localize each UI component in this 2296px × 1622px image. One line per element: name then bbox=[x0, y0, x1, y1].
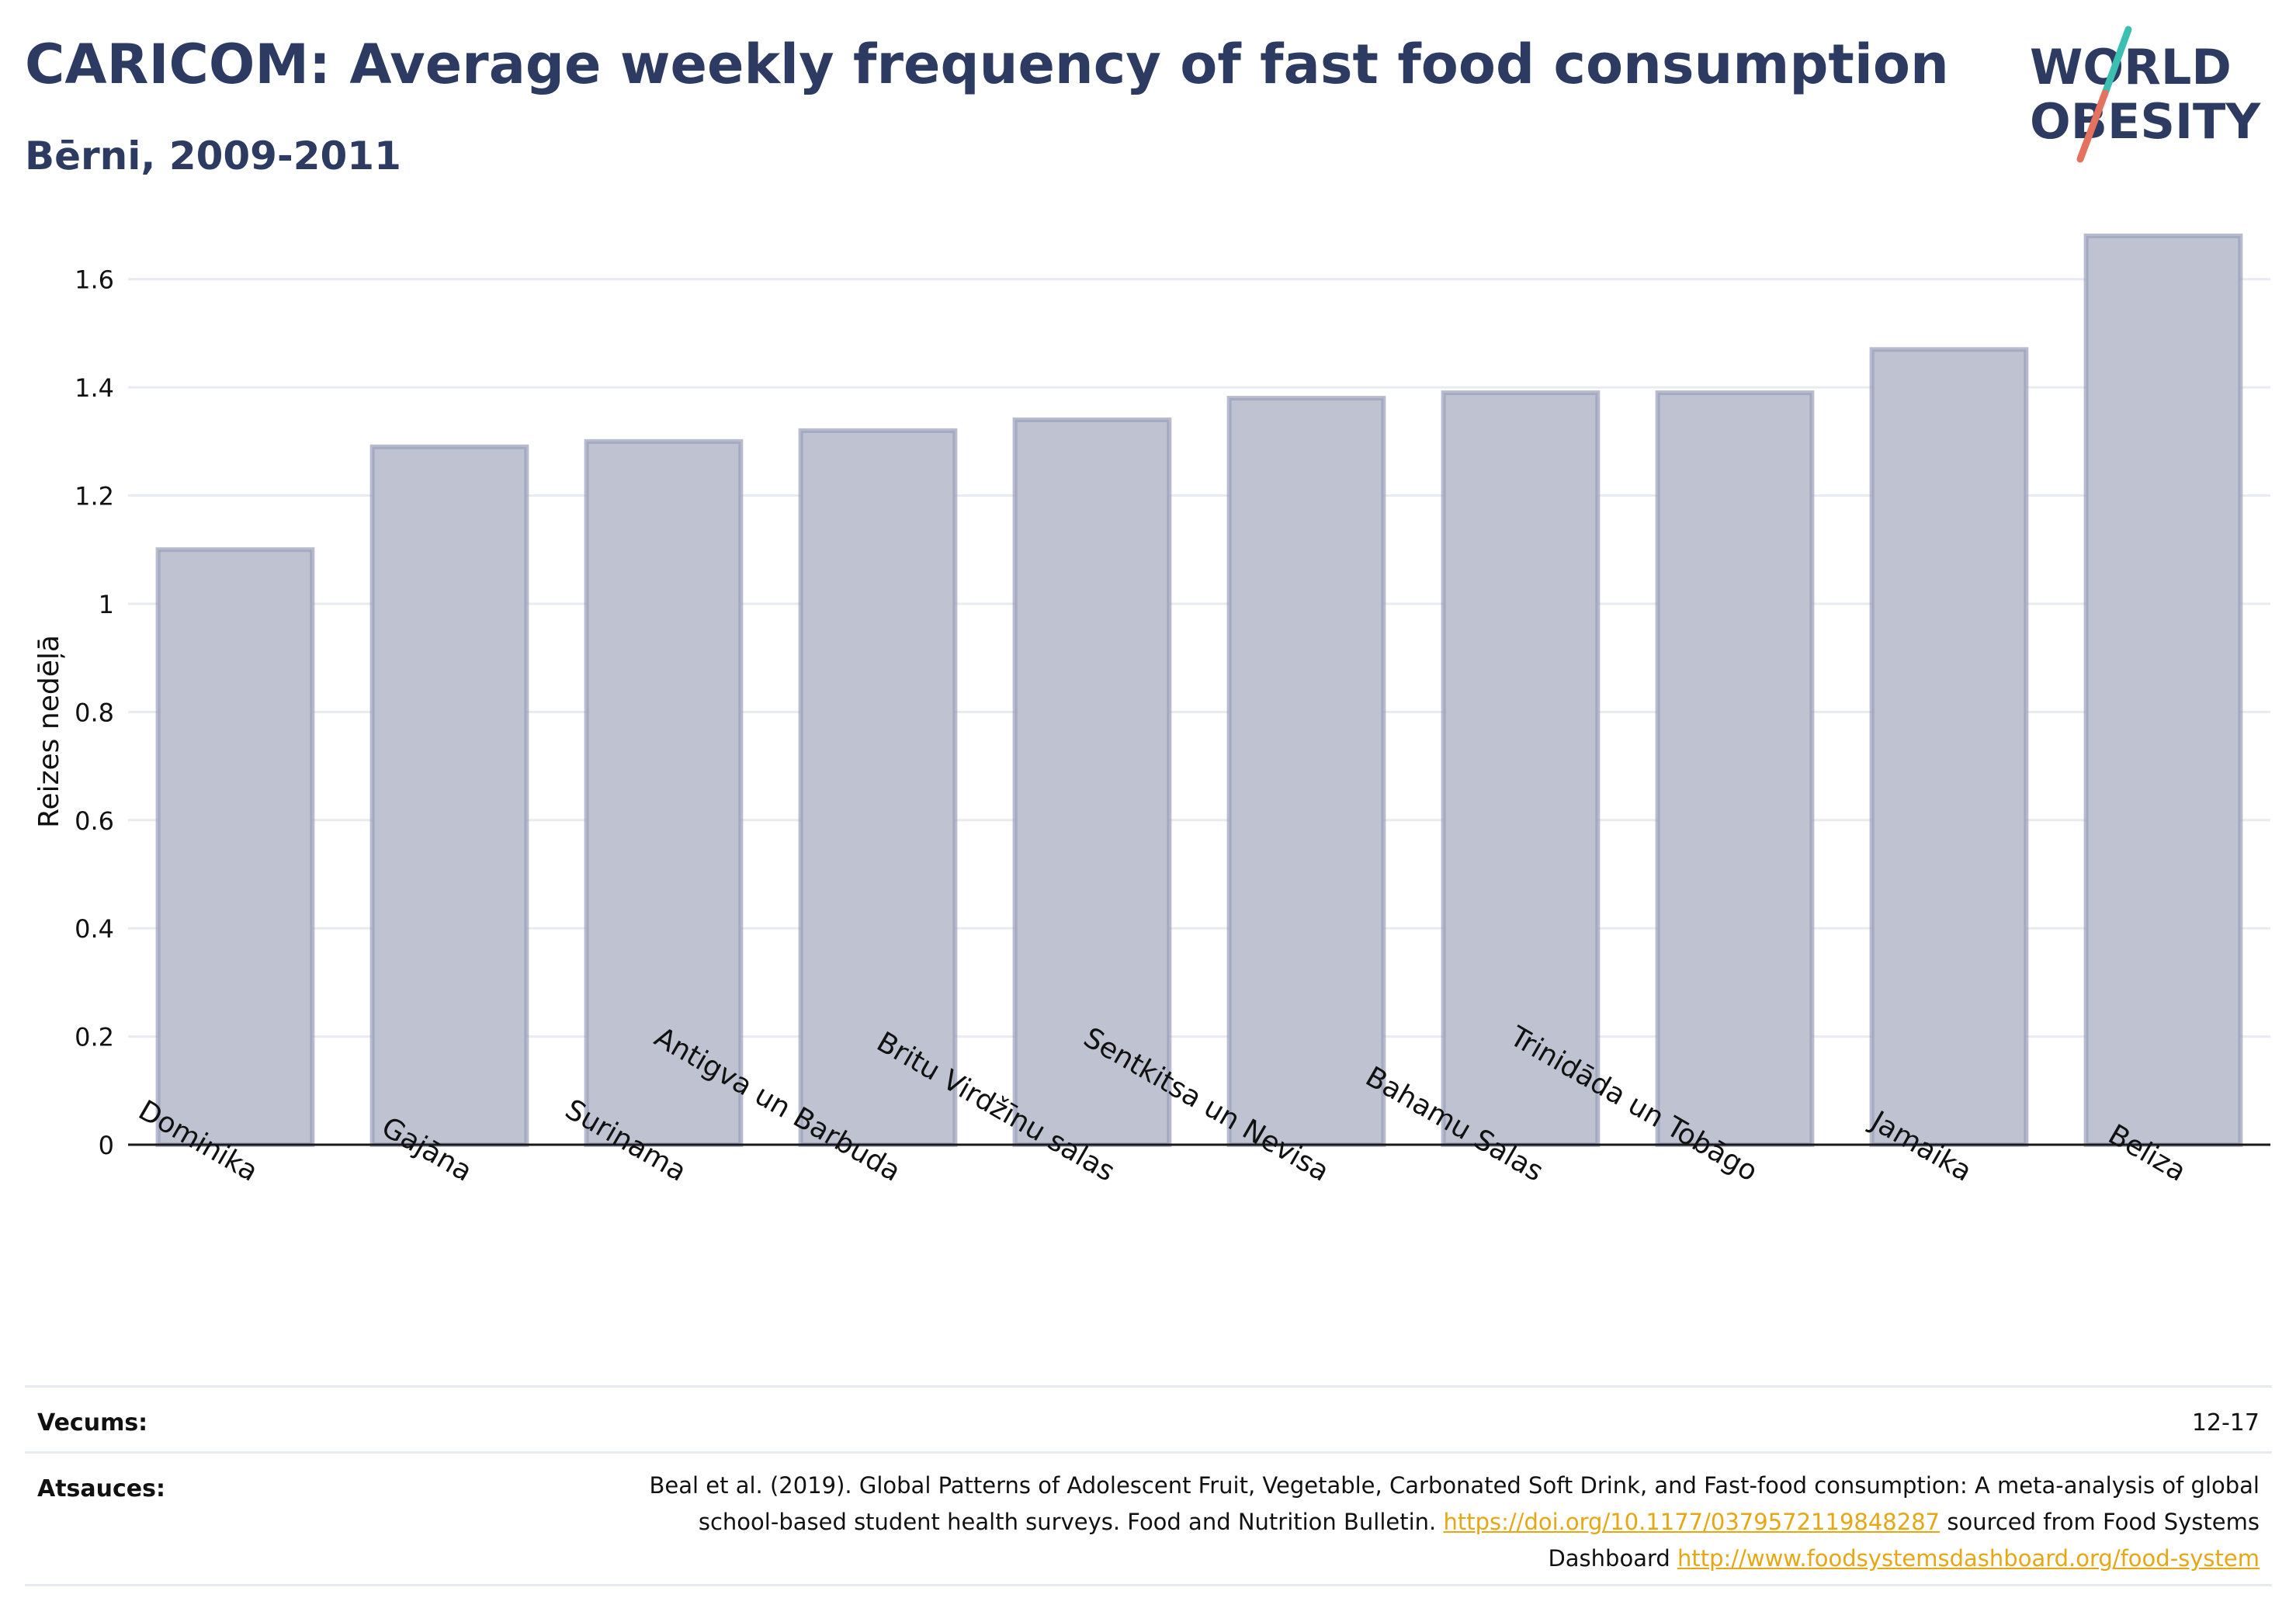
y-tick-label: 0.4 bbox=[75, 914, 114, 944]
source-text-part-2: sourced from Food Systems Dashboard bbox=[1548, 1509, 2260, 1572]
source-text: Beal et al. (2019). Global Patterns of A… bbox=[583, 1468, 2260, 1577]
logo-slash-coral bbox=[2076, 89, 2109, 163]
footer-table: Vecums: 12-17 Atsauces: Beal et al. (201… bbox=[25, 1385, 2272, 1586]
chart-subtitle: Bērni, 2009-2011 bbox=[25, 133, 401, 178]
doi-link[interactable]: https://doi.org/10.1177/0379572119848287 bbox=[1443, 1509, 1941, 1535]
bars bbox=[155, 233, 2243, 1148]
logo-slash-teal bbox=[2101, 26, 2132, 97]
bar bbox=[1441, 390, 1601, 1147]
y-axis-label: Reizes nedēļā bbox=[33, 635, 65, 828]
logo-text-world: WORLD bbox=[2030, 39, 2232, 95]
y-tick-label: 1 bbox=[99, 590, 114, 619]
age-value: 12-17 bbox=[2191, 1409, 2260, 1437]
bar bbox=[798, 428, 958, 1147]
y-tick-label: 1.2 bbox=[75, 482, 114, 511]
logo-text-obesity: OBESITY bbox=[2030, 93, 2261, 150]
footer-age-row: Vecums: 12-17 bbox=[25, 1385, 2272, 1451]
bar-chart: 00.20.40.60.811.21.41.6 Dominika Gajāna Su… bbox=[33, 233, 2270, 1188]
world-obesity-logo: WORLD OBESITY bbox=[2030, 26, 2261, 163]
bar bbox=[1869, 347, 2029, 1148]
bar bbox=[1655, 390, 1815, 1147]
y-axis-ticks: 0 0.2 0.4 0.6 0.8 1 1.2 1.4 1.6 bbox=[75, 265, 114, 1160]
age-label: Vecums: bbox=[37, 1409, 148, 1437]
footer-source-row: Atsauces: Beal et al. (2019). Global Pat… bbox=[25, 1451, 2272, 1586]
bar bbox=[2083, 233, 2243, 1147]
y-tick-label: 1.6 bbox=[75, 265, 114, 295]
bar bbox=[369, 444, 529, 1147]
source-label: Atsauces: bbox=[37, 1475, 165, 1502]
y-tick-label: 0 bbox=[99, 1131, 114, 1160]
y-tick-label: 0.8 bbox=[75, 698, 114, 727]
y-tick-label: 0.2 bbox=[75, 1023, 114, 1052]
bar bbox=[155, 547, 315, 1147]
food-systems-dashboard-link[interactable]: http://www.foodsystemsdashboard.org/food… bbox=[1677, 1545, 2260, 1572]
chart-title: CARICOM: Average weekly frequency of fas… bbox=[25, 33, 1949, 96]
bar bbox=[1226, 396, 1386, 1147]
source-text-part-1: Beal et al. (2019). Global Patterns of A… bbox=[649, 1472, 2260, 1535]
y-tick-label: 0.6 bbox=[75, 806, 114, 836]
y-tick-label: 1.4 bbox=[75, 373, 114, 403]
